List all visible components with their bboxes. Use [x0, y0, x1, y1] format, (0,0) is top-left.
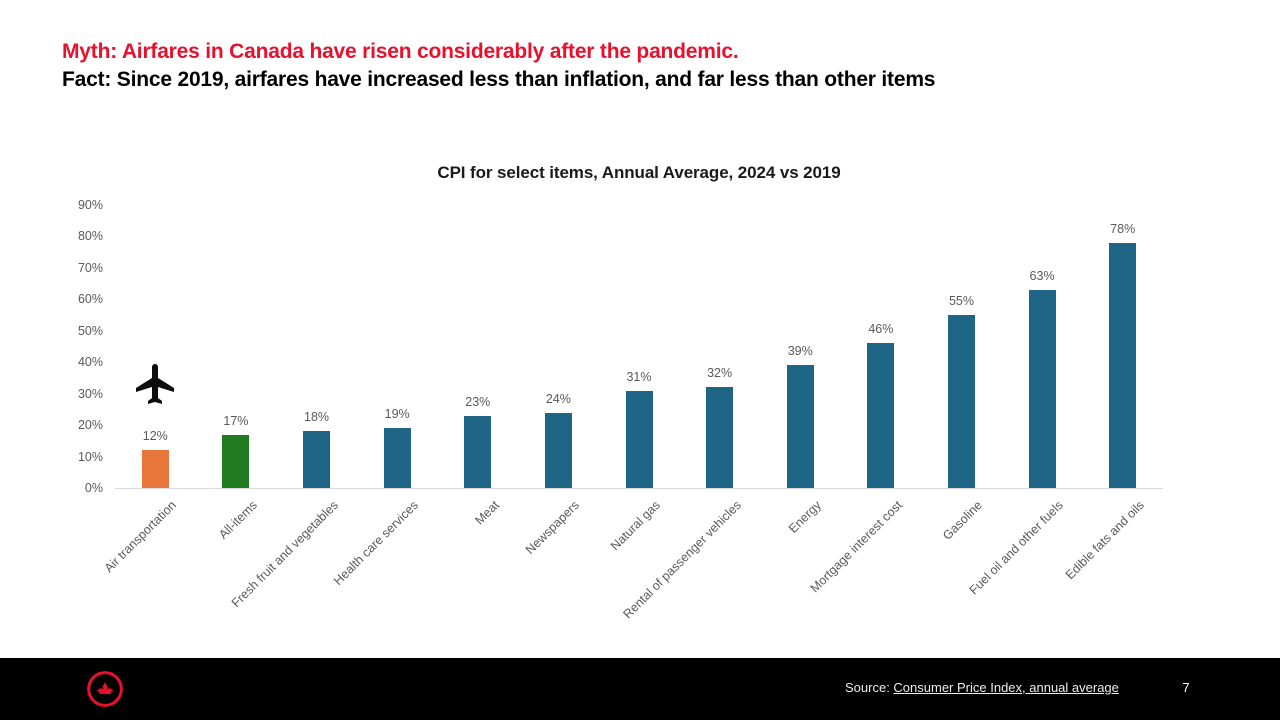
footer-bar: Source: Consumer Price Index, annual ave… [0, 658, 1280, 720]
x-axis-category-label: Health care services [331, 498, 422, 588]
bar-value-label: 12% [142, 429, 168, 444]
bar-value-label: 23% [465, 394, 491, 409]
x-axis-category-label: Rental of passenger vehicles [620, 498, 744, 622]
bar-natural-gas [625, 390, 653, 488]
bar-mortgage-interest-cost [867, 343, 895, 488]
x-axis-category-label: Newspapers [523, 498, 583, 558]
airplane-icon [132, 354, 180, 414]
x-axis-category-label: Air transportation [102, 498, 180, 576]
bar-newspapers [544, 412, 572, 488]
slide-header: Myth: Airfares in Canada have risen cons… [62, 38, 1252, 94]
x-axis-category-label: Gasoline [940, 498, 986, 543]
y-axis-tick-label: 80% [77, 229, 103, 244]
bar-edible-fats-and-oils [1109, 242, 1137, 488]
bar-value-label: 32% [707, 366, 733, 381]
bar-fuel-oil-and-other-fuels [1028, 289, 1056, 488]
bar-value-label: 19% [384, 407, 410, 422]
bar-air-transportation [141, 450, 169, 488]
chart-title: CPI for select items, Annual Average, 20… [437, 163, 841, 182]
bar-rental-of-passenger-vehicles [706, 387, 734, 488]
x-axis-line [115, 488, 1163, 489]
x-axis-category-label: Natural gas [607, 498, 663, 554]
myth-statement: Myth: Airfares in Canada have risen cons… [62, 40, 739, 63]
x-axis-category-label: Energy [786, 498, 825, 536]
bar-value-label: 46% [868, 322, 894, 337]
source-link[interactable]: Consumer Price Index, annual average [893, 680, 1119, 695]
bar-energy [786, 365, 814, 488]
y-axis-tick-label: 20% [77, 418, 103, 433]
x-axis-category-label: Edible fats and oils [1062, 498, 1147, 583]
y-axis-tick-label: 60% [77, 292, 103, 307]
bar-value-label: 18% [304, 410, 330, 425]
air-canada-logo-icon [86, 670, 124, 708]
x-axis-category-label: Fresh fruit and vegetables [228, 498, 341, 611]
bar-value-label: 39% [787, 344, 813, 359]
y-axis-tick-label: 40% [77, 355, 103, 370]
x-axis-category-label: All-items [216, 498, 260, 542]
bar-gasoline [947, 315, 975, 488]
bar-value-label: 55% [948, 294, 974, 309]
bar-meat [464, 415, 492, 488]
source-text: Source: Consumer Price Index, annual ave… [845, 680, 1119, 695]
bar-value-label: 31% [626, 369, 652, 384]
y-axis-tick-label: 70% [77, 260, 103, 275]
bar-value-label: 63% [1029, 268, 1055, 283]
bar-fresh-fruit-and-vegetables [303, 431, 331, 488]
bar-value-label: 17% [223, 413, 249, 428]
bar-health-care-services [383, 428, 411, 488]
y-axis-tick-label: 50% [77, 323, 103, 338]
fact-statement: Fact: Since 2019, airfares have increase… [62, 68, 936, 91]
x-axis-category-label: Fuel oil and other fuels [966, 498, 1066, 598]
y-axis-tick-label: 90% [77, 198, 103, 212]
y-axis-tick-label: 30% [77, 386, 103, 401]
x-axis-category-label: Mortgage interest cost [807, 498, 905, 596]
page-number: 7 [1182, 680, 1190, 695]
y-axis-tick-label: 0% [84, 481, 103, 495]
bar-value-label: 24% [545, 391, 571, 406]
y-axis-tick-label: 10% [77, 449, 103, 464]
x-axis-category-label: Meat [472, 498, 502, 528]
bar-value-label: 78% [1110, 221, 1136, 236]
cpi-bar-chart: 0% 10% 20% 30% 40% 50% 60% 70% 80% 90% 12% Air tran… [77, 198, 1163, 621]
source-prefix: Source: [845, 680, 894, 695]
bar-all-items [222, 434, 250, 488]
